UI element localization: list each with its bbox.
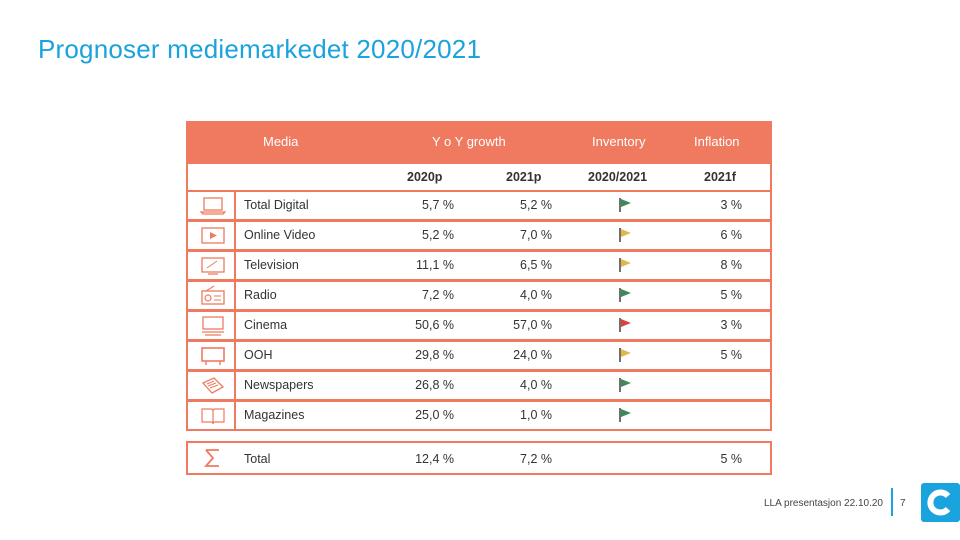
- icon-column-divider: [234, 192, 236, 219]
- growth-2020: 29,8 %: [415, 348, 454, 362]
- growth-2021: 4,0 %: [520, 378, 552, 392]
- inventory-flag-icon: [619, 378, 631, 392]
- company-logo: [921, 483, 960, 522]
- growth-2021: 5,2 %: [520, 198, 552, 212]
- television-icon: [201, 257, 225, 275]
- total-2020: 12,4 %: [415, 452, 454, 466]
- table-row: Magazines 25,0 % 1,0 %: [188, 402, 770, 429]
- header-media: Media: [263, 134, 299, 149]
- subheader-2020: 2020p: [407, 170, 443, 184]
- inflation-value: 5 %: [720, 288, 742, 302]
- footer-text: LLA presentasjon 22.10.20: [764, 498, 883, 509]
- growth-2020: 7,2 %: [422, 288, 454, 302]
- table-row: OOH 29,8 % 24,0 % 5 %: [188, 342, 770, 369]
- growth-2020: 26,8 %: [415, 378, 454, 392]
- table-subheader: 2020p 2021p 2020/2021 2021f: [188, 164, 770, 190]
- header-inventory: Inventory: [592, 134, 646, 149]
- header-inflation: Inflation: [694, 134, 740, 149]
- icon-column-divider: [234, 252, 236, 279]
- icon-column-divider: [234, 402, 236, 429]
- inventory-flag-icon: [619, 348, 631, 362]
- total-inflation: 5 %: [720, 452, 742, 466]
- inventory-flag-icon: [619, 228, 631, 242]
- total-2021: 7,2 %: [520, 452, 552, 466]
- inflation-value: 5 %: [720, 348, 742, 362]
- inflation-value: 6 %: [720, 228, 742, 242]
- subheader-inflation-year: 2021f: [704, 170, 736, 184]
- inventory-flag-icon: [619, 288, 631, 302]
- subheader-2021: 2021p: [506, 170, 542, 184]
- growth-2021: 57,0 %: [513, 318, 552, 332]
- media-name: Online Video: [244, 228, 316, 242]
- sigma-icon: [204, 449, 219, 467]
- growth-2021: 7,0 %: [520, 228, 552, 242]
- growth-2021: 6,5 %: [520, 258, 552, 272]
- media-name: Magazines: [244, 408, 305, 422]
- table-row: Cinema 50,6 % 57,0 % 3 %: [188, 312, 770, 339]
- header-growth: Y o Y growth: [432, 134, 506, 149]
- icon-column-divider: [234, 372, 236, 399]
- table-row: Television 11,1 % 6,5 % 8 %: [188, 252, 770, 279]
- growth-2021: 1,0 %: [520, 408, 552, 422]
- icon-column-divider: [234, 342, 236, 369]
- slide-title: Prognoser mediemarkedet 2020/2021: [38, 34, 482, 64]
- media-name: Cinema: [244, 318, 288, 332]
- inventory-flag-icon: [619, 198, 631, 212]
- media-name: OOH: [244, 348, 273, 362]
- total-row: Total 12,4 % 7,2 % 5 %: [188, 443, 770, 473]
- inflation-value: 3 %: [720, 198, 742, 212]
- growth-2020: 5,7 %: [422, 198, 454, 212]
- inventory-flag-icon: [619, 408, 631, 422]
- page-number: 7: [900, 498, 906, 509]
- laptop-icon: [200, 197, 226, 215]
- media-name: Newspapers: [244, 378, 314, 392]
- table-header: Media Y o Y growth Inventory Inflation: [186, 121, 772, 163]
- open-book-icon: [201, 408, 225, 425]
- growth-2021: 4,0 %: [520, 288, 552, 302]
- footer-divider: [891, 488, 893, 516]
- radio-icon: [201, 285, 225, 305]
- inventory-flag-icon: [619, 318, 631, 332]
- icon-column-divider: [234, 312, 236, 339]
- table-row: Total Digital 5,7 % 5,2 % 3 %: [188, 192, 770, 219]
- inventory-flag-icon: [619, 258, 631, 272]
- media-name: Television: [244, 258, 299, 272]
- play-video-icon: [201, 227, 225, 244]
- media-name: Total Digital: [244, 198, 309, 212]
- newspaper-icon: [201, 377, 225, 394]
- growth-2021: 24,0 %: [513, 348, 552, 362]
- media-name: Radio: [244, 288, 277, 302]
- table-row: Radio 7,2 % 4,0 % 5 %: [188, 282, 770, 309]
- icon-column-divider: [234, 222, 236, 249]
- subheader-inventory-period: 2020/2021: [588, 170, 648, 184]
- total-label: Total: [244, 452, 271, 466]
- media-forecast-table: Media Y o Y growth Inventory Inflation 2…: [186, 121, 772, 431]
- icon-column-divider: [234, 282, 236, 309]
- billboard-icon: [201, 347, 225, 365]
- table-row: Online Video 5,2 % 7,0 % 6 %: [188, 222, 770, 249]
- growth-2020: 5,2 %: [422, 228, 454, 242]
- inflation-value: 3 %: [720, 318, 742, 332]
- growth-2020: 25,0 %: [415, 408, 454, 422]
- cinema-screen-icon: [202, 316, 224, 336]
- growth-2020: 50,6 %: [415, 318, 454, 332]
- growth-2020: 11,1 %: [416, 258, 454, 272]
- inflation-value: 8 %: [720, 258, 742, 272]
- total-table: Total 12,4 % 7,2 % 5 %: [186, 441, 772, 475]
- table-row: Newspapers 26,8 % 4,0 %: [188, 372, 770, 399]
